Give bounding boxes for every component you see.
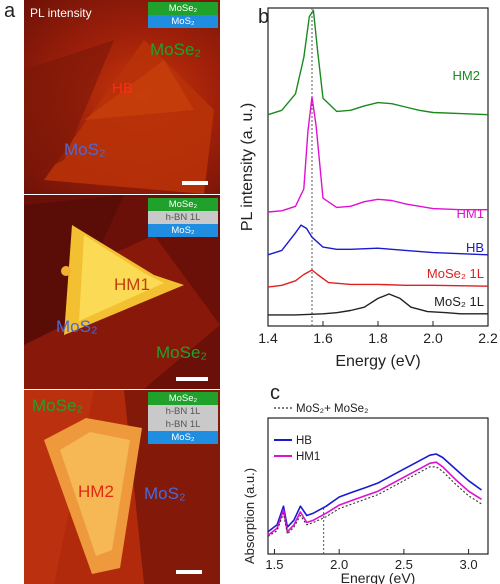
- series-line-0: [267, 466, 482, 537]
- series-label-0: HM2: [453, 68, 480, 83]
- label-mos2: MoS₂: [144, 484, 186, 503]
- pl-map-top: PL intensity MoSe₂ MoS₂ MoSe₂ HB MoS₂: [24, 0, 220, 194]
- mos2-region: [24, 40, 114, 180]
- legend-bot-mose2: MoSe₂: [148, 392, 218, 405]
- label-hm2: HM2: [78, 482, 114, 501]
- hm2-core: [60, 432, 130, 556]
- x-tick-label-1: 1.6: [313, 330, 333, 346]
- label-mos2: MoS₂: [56, 317, 98, 336]
- pl-map-mid: MoSe₂ h-BN 1L MoS₂ HM1 MoS₂ MoSe₂: [24, 195, 220, 389]
- legend-bot-hbn1: h-BN 1L: [148, 405, 218, 418]
- series-label-3: MoSe₂ 1L: [427, 266, 484, 281]
- x-tick-label-1: 2.0: [330, 557, 348, 572]
- map-title: PL intensity: [30, 6, 92, 20]
- series-line-2: [267, 224, 489, 256]
- y-axis-label: PL intensity (a. u.): [239, 103, 256, 231]
- legend-bot-hbn2: h-BN 1L: [148, 418, 218, 431]
- absorption-chart: 1.5 2.0 2.5 3.0 MoS₂+ MoSe₂ HB HM1 Energy (eV…: [242, 403, 489, 584]
- legend-top: MoSe₂ MoS₂: [148, 2, 218, 28]
- label-mose2: MoSe₂: [150, 40, 202, 59]
- legend-label-0: MoS₂+ MoSe₂: [296, 403, 369, 415]
- label-hb: HB: [112, 80, 133, 97]
- series-line-1: [267, 453, 482, 533]
- x-tick-label-2: 2.5: [395, 557, 413, 572]
- scale-bar: [176, 570, 202, 574]
- scale-bar: [182, 181, 208, 185]
- plot-border: [267, 417, 489, 555]
- pl-map-bot: MoSe₂ h-BN 1L h-BN 1L MoS₂ MoSe₂ HM2 MoS…: [24, 390, 220, 584]
- series-line-2: [267, 461, 482, 536]
- hb-overlap-region: [84, 60, 194, 120]
- y-axis-label: Absorption (a.u.): [242, 468, 257, 564]
- x-tick-label-2: 1.8: [368, 330, 388, 346]
- hm1-core: [79, 235, 164, 321]
- series-label-4: MoS₂ 1L: [434, 294, 484, 309]
- label-hm1: HM1: [114, 275, 150, 294]
- legend-mid-mos2: MoS₂: [148, 224, 218, 237]
- pl-map-top-shapes: [24, 40, 214, 194]
- legend-bot-mos2: MoS₂: [148, 431, 218, 444]
- series-line-0: [267, 9, 489, 116]
- label-mose2: MoSe₂: [32, 396, 84, 415]
- legend-mid-mose2: MoSe₂: [148, 198, 218, 211]
- series-line-4: [268, 293, 488, 316]
- x-tick-group: 1.5 2.0 2.5 3.0: [265, 549, 478, 572]
- panel-label-c: c: [270, 382, 280, 404]
- pl-map-mid-shapes: [24, 195, 220, 389]
- panel-label-b: b: [258, 6, 270, 28]
- x-tick-label-0: 1.4: [258, 330, 278, 346]
- x-axis-label: Energy (eV): [335, 353, 420, 370]
- label-mose2: MoSe₂: [156, 343, 208, 362]
- scale-bar: [176, 377, 208, 381]
- series-line-1: [267, 96, 488, 213]
- x-tick-label-3: 2.0: [423, 330, 443, 346]
- x-tick-label-4: 2.2: [478, 330, 498, 346]
- legend-label-2: HM1: [296, 451, 320, 463]
- legend-bot: MoSe₂ h-BN 1L h-BN 1L MoS₂: [148, 392, 218, 444]
- panel-label-a: a: [4, 0, 16, 22]
- series-label-1: HM1: [457, 206, 484, 221]
- x-axis-label: Energy (eV): [341, 570, 416, 584]
- x-tick-group: 1.4 1.6 1.8 2.0 2.2: [258, 321, 498, 346]
- legend-label-1: HB: [296, 435, 312, 447]
- legend-top-mos2: MoS₂: [148, 15, 218, 28]
- series-line-3: [267, 269, 489, 288]
- plot-frame: [267, 417, 489, 555]
- series-group: HM2 HM1 HB MoSe₂ 1L MoS₂ 1L: [267, 9, 489, 316]
- label-mos2: MoS₂: [64, 140, 106, 159]
- hm1-spot: [61, 266, 71, 276]
- legend-top-mose2: MoSe₂: [148, 2, 218, 15]
- x-tick-label-3: 3.0: [460, 557, 478, 572]
- series-label-2: HB: [466, 240, 484, 255]
- legend-mid-hbn: h-BN 1L: [148, 211, 218, 224]
- x-tick-label-0: 1.5: [265, 557, 283, 572]
- series-group: [267, 453, 482, 537]
- legend-mid: MoSe₂ h-BN 1L MoS₂: [148, 198, 218, 237]
- legend: MoS₂+ MoSe₂ HB HM1: [274, 403, 369, 463]
